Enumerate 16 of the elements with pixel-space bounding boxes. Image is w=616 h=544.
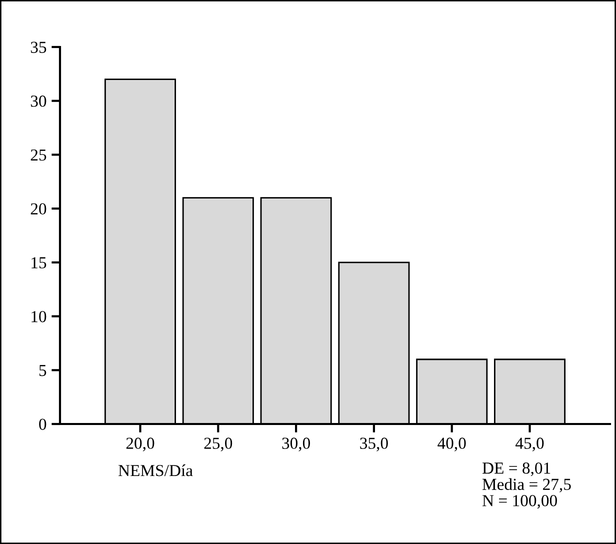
x-tick-label: 35,0	[360, 438, 388, 452]
y-tick-label: 15	[32, 257, 46, 268]
x-tick-label: 25,0	[204, 438, 232, 452]
y-tick-label: 25	[30, 149, 46, 161]
y-tick-label: 0	[39, 418, 46, 430]
x-tick-label: 45,0	[516, 438, 544, 452]
y-tick-label: 20	[30, 203, 46, 215]
y-tick-label: 35	[30, 42, 46, 53]
x-tick-label: 30,0	[282, 438, 310, 452]
x-axis-title: NEMS/Día	[118, 464, 193, 476]
y-tick-label: 30	[30, 96, 46, 107]
x-tick-label: 40,0	[438, 438, 466, 452]
text: DE = 8,01 Media = 27,5 N = 100,00	[482, 462, 571, 509]
y-tick-label: 10	[32, 310, 46, 322]
y-tick-label: 5	[39, 365, 46, 376]
x-tick-label: 20,0	[126, 438, 154, 452]
